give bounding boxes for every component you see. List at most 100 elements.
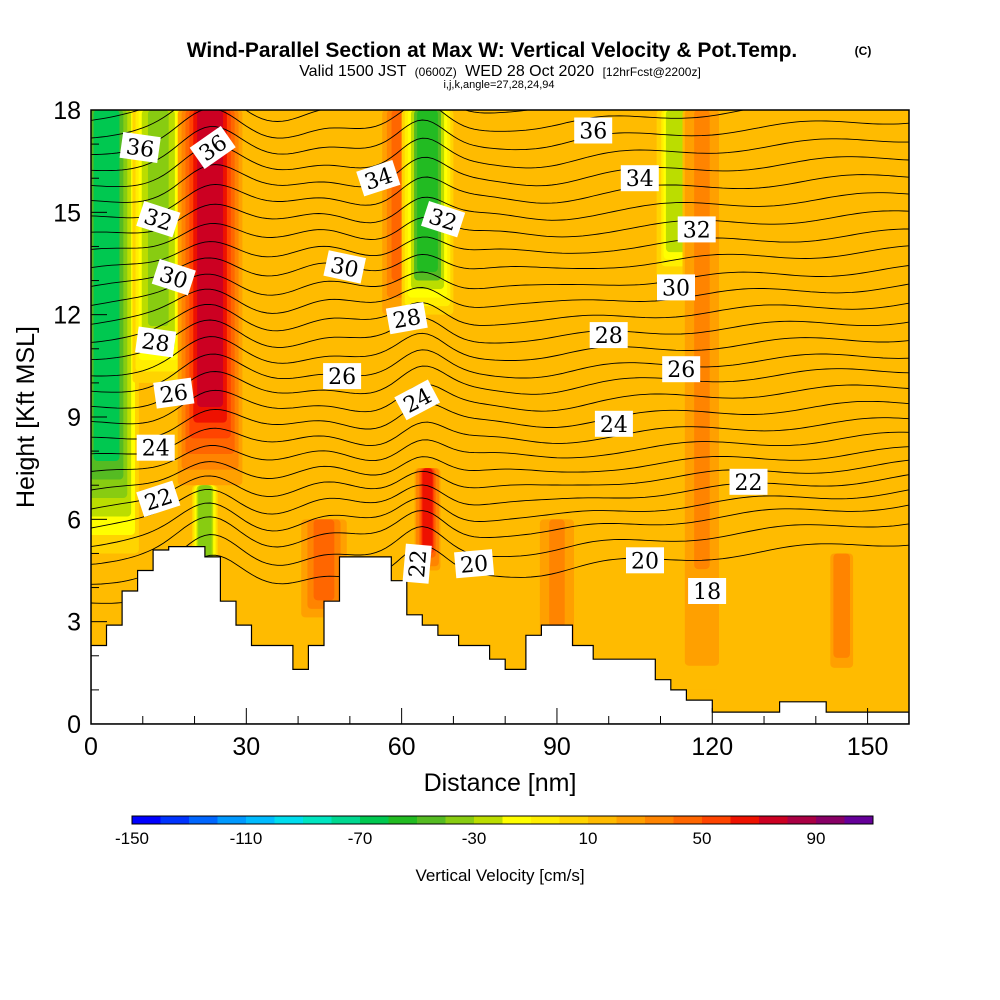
colorbar-label: Vertical Velocity [cm/s] xyxy=(415,866,584,885)
x-tick-label: 0 xyxy=(84,733,98,761)
contour-label-text: 36 xyxy=(579,120,607,145)
contour-label-text: 22 xyxy=(405,549,432,579)
contour-label: 30 xyxy=(657,274,695,301)
velocity-plume xyxy=(417,110,438,273)
isentrope-line xyxy=(91,332,909,377)
contour-label: 30 xyxy=(151,258,196,296)
contour-label-text: 20 xyxy=(459,552,489,579)
contour-label: 20 xyxy=(626,547,664,574)
y-tick-label: 3 xyxy=(67,609,81,637)
isentrope-line xyxy=(91,383,909,425)
contour-label-text: 24 xyxy=(142,437,170,462)
contour-label: 32 xyxy=(677,216,716,243)
isentrope-line xyxy=(91,283,909,325)
contour-label-box xyxy=(421,200,466,238)
contour-label-text: 32 xyxy=(683,218,711,243)
colorbar-swatch xyxy=(160,816,190,824)
contour-label: 32 xyxy=(136,200,181,238)
contour-label-box xyxy=(657,274,695,301)
colorbar xyxy=(131,815,874,825)
contour-label-box xyxy=(589,322,628,349)
x-tick-label: 90 xyxy=(543,733,571,761)
contour-label-box xyxy=(323,363,362,390)
colorbar-swatch xyxy=(588,816,617,824)
isentrope-line xyxy=(91,400,909,440)
isentrope-line xyxy=(91,431,909,472)
colorbar-swatch xyxy=(531,816,560,824)
colorbar-swatch xyxy=(417,816,446,824)
isentrope-line xyxy=(91,245,909,287)
velocity-plume xyxy=(549,519,565,628)
colorbar-swatch xyxy=(331,816,361,824)
terrain xyxy=(91,546,909,724)
contour-label-box xyxy=(574,117,613,144)
contour-label-box xyxy=(385,301,428,335)
contour-label-text: 26 xyxy=(667,358,695,383)
valid-utc: (0600Z) xyxy=(415,65,457,79)
contour-label: 24 xyxy=(594,410,633,438)
colorbar-swatch xyxy=(844,816,874,824)
contour-label-box xyxy=(356,159,401,197)
velocity-plume xyxy=(313,519,335,601)
isentrope-line xyxy=(91,543,909,604)
y-tick-label: 6 xyxy=(67,506,81,534)
contour-label-text: 26 xyxy=(158,380,189,409)
contour-label-text: 28 xyxy=(595,324,623,349)
forecast-info: [12hrFcst@2200z] xyxy=(603,65,701,79)
colorbar-swatch xyxy=(360,816,389,824)
isentrope-line xyxy=(91,174,909,219)
velocity-plume xyxy=(836,553,847,648)
contour-label-box xyxy=(136,434,175,461)
contour-label-box xyxy=(136,200,181,238)
colorbar-swatch xyxy=(445,816,475,824)
colorbar-swatch xyxy=(816,816,845,824)
isentrope-line xyxy=(91,156,909,203)
axis-ticks xyxy=(90,109,869,725)
colorbar-tick-label: -70 xyxy=(348,829,373,848)
colorbar-tick-label: 10 xyxy=(579,829,598,848)
contour-label-box xyxy=(626,547,664,574)
contour-label: 22 xyxy=(729,468,768,496)
colorbar-tick-label: 50 xyxy=(693,829,712,848)
isentrope-contours xyxy=(91,110,909,604)
contour-label-box xyxy=(135,326,177,358)
colorbar-swatch xyxy=(246,816,275,824)
contour-label-text: 24 xyxy=(600,413,628,438)
contour-label: 28 xyxy=(589,322,628,349)
contour-label-box xyxy=(119,131,161,164)
contour-label-box xyxy=(620,165,659,192)
contour-label-box xyxy=(662,356,701,383)
isentrope-line xyxy=(91,489,909,548)
contour-label-box xyxy=(323,250,366,284)
contour-label-box xyxy=(394,379,441,421)
contour-label: 30 xyxy=(323,250,366,284)
x-tick-label: 30 xyxy=(232,733,260,761)
isentrope-line xyxy=(91,365,909,409)
valid-date: WED 28 Oct 2020 xyxy=(465,63,594,80)
colorbar-swatch xyxy=(474,816,503,824)
contour-label: 24 xyxy=(136,434,175,462)
contour-label-text: 22 xyxy=(735,471,763,496)
colorbar-swatch xyxy=(189,816,218,824)
contour-label-box xyxy=(136,480,181,518)
y-tick-label: 18 xyxy=(53,97,81,125)
isentrope-line xyxy=(91,504,909,565)
velocity-plume xyxy=(668,110,684,246)
contour-label: 28 xyxy=(385,301,428,335)
isentrope-line xyxy=(91,110,532,139)
grid-indices: i,j,k,angle=27,28,24,94 xyxy=(443,79,554,91)
contour-label-text: 34 xyxy=(626,167,654,192)
isentrope-line xyxy=(91,349,909,393)
y-tick-label: 0 xyxy=(67,711,81,739)
chart-subtitle: Valid 1500 JST (0600Z) WED 28 Oct 2020 [… xyxy=(299,63,701,80)
contour-label-box xyxy=(402,543,432,584)
isentrope-line xyxy=(91,417,909,455)
y-axis-label: Height [Kft MSL] xyxy=(12,326,40,508)
contour-label-text: 30 xyxy=(328,253,361,283)
contour-label-box xyxy=(151,258,196,296)
x-tick-label: 120 xyxy=(691,733,733,761)
isentrope-line xyxy=(91,210,909,250)
colorbar-tick-label: -150 xyxy=(115,829,149,848)
colorbar-swatch xyxy=(217,816,247,824)
